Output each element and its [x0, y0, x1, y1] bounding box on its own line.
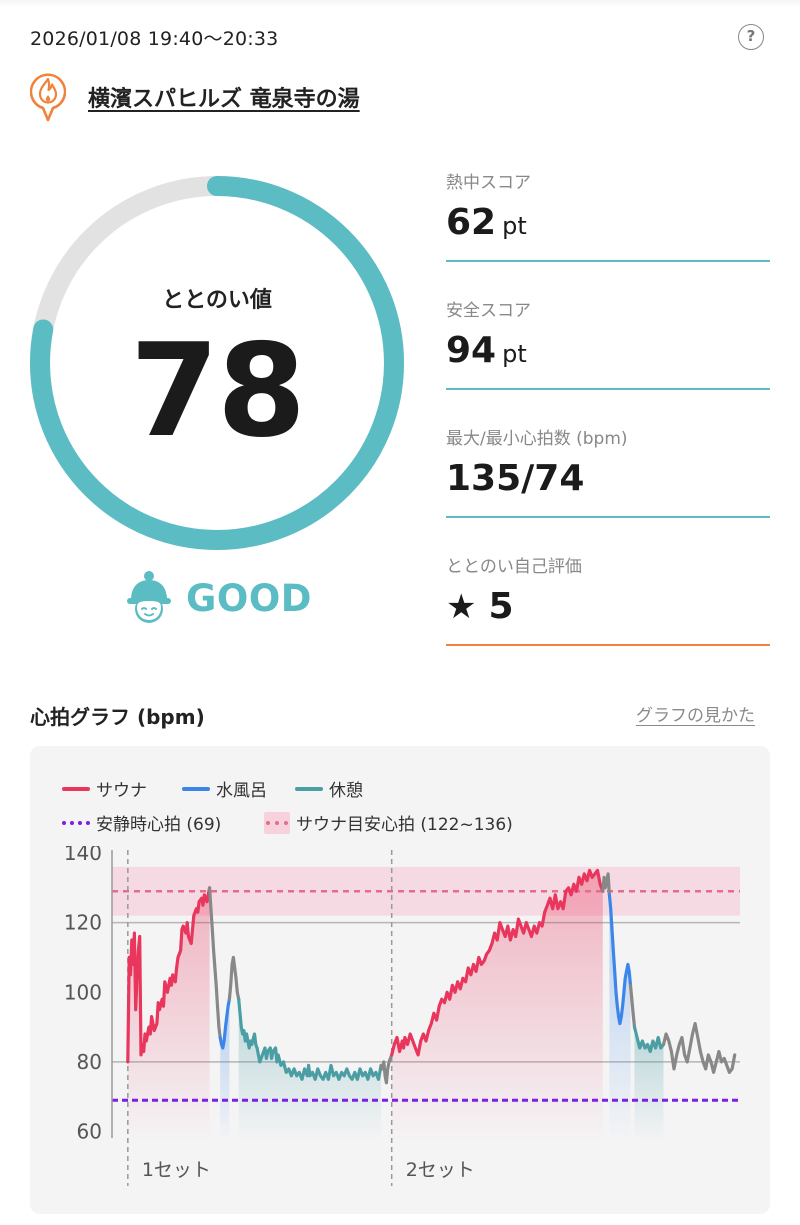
- rating-badge: GOOD: [124, 568, 312, 628]
- flame-pin-icon: [30, 73, 66, 122]
- metric-value: ★ 5: [446, 586, 514, 627]
- segment-area-cold-8: [609, 894, 631, 1142]
- segment-line-sauna-0: [126, 886, 212, 1064]
- question-circle-icon[interactable]: ?: [738, 24, 764, 50]
- set-label-2: 2セット: [406, 1159, 475, 1181]
- metric-label: 安全スコア: [446, 301, 531, 321]
- metric-value: 135/74: [446, 458, 585, 499]
- legend-resting-hr: 安静時心拍 (69): [62, 810, 221, 835]
- star-icon: ★: [446, 587, 477, 627]
- segment-line-transition-11: [661, 1022, 737, 1074]
- heart-rate-chart: 60 80 100 120 140 1セット 2セット: [64, 846, 740, 1186]
- metric-value: 94 pt: [446, 330, 527, 371]
- session-datetime: 2026/01/08 19:40～20:33: [30, 28, 279, 50]
- y-tick-label: 120: [64, 911, 102, 935]
- segment-area-cold-2: [220, 999, 230, 1142]
- metric-divider: [446, 516, 770, 518]
- segment-line-transition-7: [601, 872, 611, 897]
- set-label-1: 1セット: [142, 1159, 211, 1181]
- segment-line-cold-8: [607, 893, 633, 1026]
- metric-heat-score: 熱中スコア 62 pt: [446, 168, 770, 278]
- segment-line-rest-4: [237, 997, 383, 1081]
- metric-heart-rate: 最大/最小心拍数 (bpm) 135/74: [446, 424, 770, 534]
- segment-area-rest-4: [238, 999, 382, 1142]
- sauna-hat-face-icon: [127, 571, 171, 623]
- y-tick-label: 60: [77, 1120, 102, 1144]
- segment-line-rest-10: [632, 1025, 666, 1054]
- legend-sauna: サウナ: [62, 776, 147, 801]
- segment-line-sauna-6: [390, 868, 605, 1057]
- metric-value: 62 pt: [446, 202, 527, 243]
- segment-area-sauna-0: [127, 887, 210, 1142]
- metric-divider: [446, 260, 770, 262]
- ring-progress: [30, 176, 404, 550]
- metric-label: 最大/最小心拍数 (bpm): [446, 429, 628, 449]
- y-tick-label: 100: [64, 980, 102, 1004]
- legend-rest: 休憩: [295, 776, 363, 801]
- totonoi-value: 78: [129, 317, 306, 466]
- y-tick-label: 140: [64, 846, 102, 865]
- segment-area-sauna-6: [391, 870, 603, 1142]
- y-tick-label: 80: [77, 1050, 102, 1074]
- legend-cold-bath: 水風呂: [182, 776, 267, 801]
- metric-divider: [446, 644, 770, 646]
- totonoi-ring: [30, 176, 404, 550]
- chart-legend: サウナ 水風呂 休憩 安静時心拍 (69) サウナ目安心拍 (122~136): [30, 776, 770, 846]
- top-shadow: [0, 0, 800, 8]
- metric-label: ととのい自己評価: [446, 557, 582, 577]
- totonoi-label: ととのい値: [162, 288, 272, 313]
- segment-line-cold-2: [218, 997, 231, 1050]
- metric-label: 熱中スコア: [446, 173, 531, 193]
- metric-self-rating: ととのい自己評価 ★ 5: [446, 552, 770, 662]
- segment-line-transition-3: [227, 955, 241, 1001]
- legend-sauna-band: サウナ目安心拍 (122~136): [264, 810, 513, 835]
- rating-text: GOOD: [186, 576, 312, 620]
- metric-safety-score: 安全スコア 94 pt: [446, 296, 770, 406]
- metric-divider: [446, 388, 770, 390]
- facility-link[interactable]: 横濱スパヒルズ 竜泉寺の湯: [30, 68, 360, 122]
- segment-area-rest-10: [634, 1027, 664, 1142]
- graph-help-link[interactable]: グラフの見かた: [636, 706, 755, 726]
- graph-title: 心拍グラフ (bpm): [30, 705, 205, 729]
- facility-name: 横濱スパヒルズ 竜泉寺の湯: [88, 87, 360, 112]
- segment-line-transition-5: [379, 1053, 394, 1085]
- segment-line-transition-9: [628, 983, 637, 1029]
- segment-line-transition-1: [208, 886, 222, 1040]
